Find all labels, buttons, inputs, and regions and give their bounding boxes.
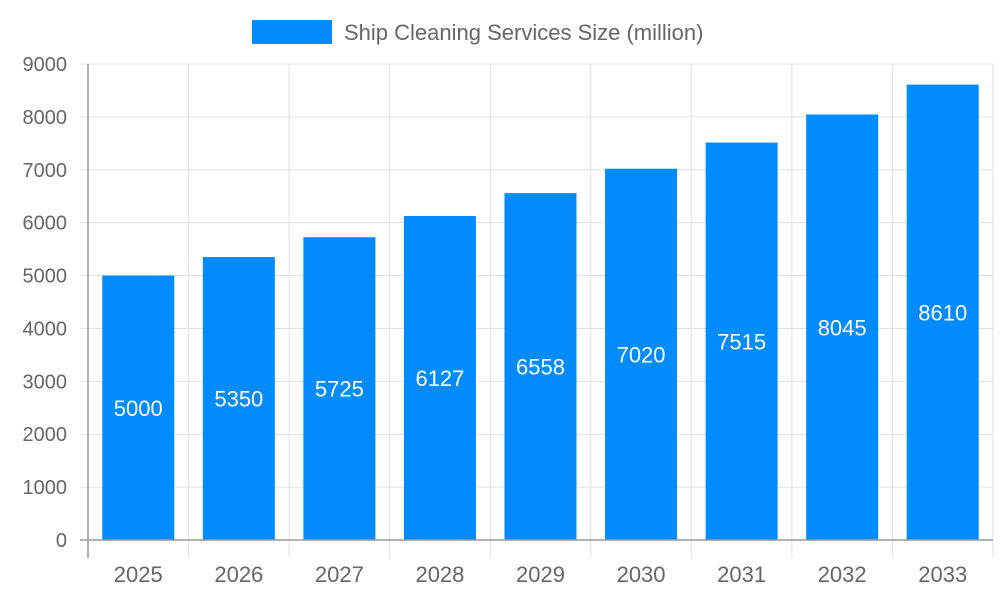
x-tick-label: 2033 <box>918 562 967 587</box>
bar-2031 <box>705 142 778 541</box>
y-tick-label: 3000 <box>23 371 68 393</box>
data-label: 8610 <box>918 300 967 325</box>
bar-2028 <box>403 215 476 541</box>
bar-2033 <box>906 84 979 541</box>
bar-2025 <box>102 275 175 540</box>
bar-2030 <box>605 168 678 540</box>
data-label: 6558 <box>516 355 565 380</box>
y-tick-label: 7000 <box>23 160 68 182</box>
bar-2026 <box>202 257 275 540</box>
data-label: 5725 <box>315 377 364 402</box>
x-tick-label: 2032 <box>818 562 867 587</box>
data-label: 7515 <box>717 329 766 354</box>
data-label: 8045 <box>818 315 867 340</box>
bars: 5000 5350 5725 6127 6558 7020 7515 8045 8610 <box>102 84 979 541</box>
data-label: 6127 <box>415 366 464 391</box>
bar-2029 <box>504 193 577 540</box>
y-tick-label: 4000 <box>23 318 68 340</box>
x-tick-label: 2026 <box>214 562 263 587</box>
x-tick-label: 2030 <box>617 562 666 587</box>
legend-label: Ship Cleaning Services Size (million) <box>344 20 703 45</box>
y-tick-label: 6000 <box>23 213 68 235</box>
y-tick-label: 9000 <box>23 54 68 76</box>
x-tick-label: 2029 <box>516 562 565 587</box>
y-tick-label: 1000 <box>23 477 68 499</box>
x-tick-label: 2031 <box>717 562 766 587</box>
bar-2027 <box>303 237 376 540</box>
legend: Ship Cleaning Services Size (million) <box>252 20 703 45</box>
y-tick-label: 5000 <box>23 266 68 288</box>
bar-2032 <box>806 114 879 541</box>
x-tick-label: 2027 <box>315 562 364 587</box>
x-tick-label: 2025 <box>114 562 163 587</box>
y-tick-label: 8000 <box>23 107 68 129</box>
data-label: 7020 <box>617 342 666 367</box>
legend-swatch <box>252 20 332 44</box>
axes: 0 1000 2000 3000 4000 5000 6000 7000 8000 9000 202… <box>23 54 993 587</box>
x-tick-label: 2028 <box>415 562 464 587</box>
y-tick-label: 0 <box>56 530 67 552</box>
y-tick-label: 2000 <box>23 424 68 446</box>
data-label: 5000 <box>114 396 163 421</box>
data-label: 5350 <box>214 387 263 412</box>
